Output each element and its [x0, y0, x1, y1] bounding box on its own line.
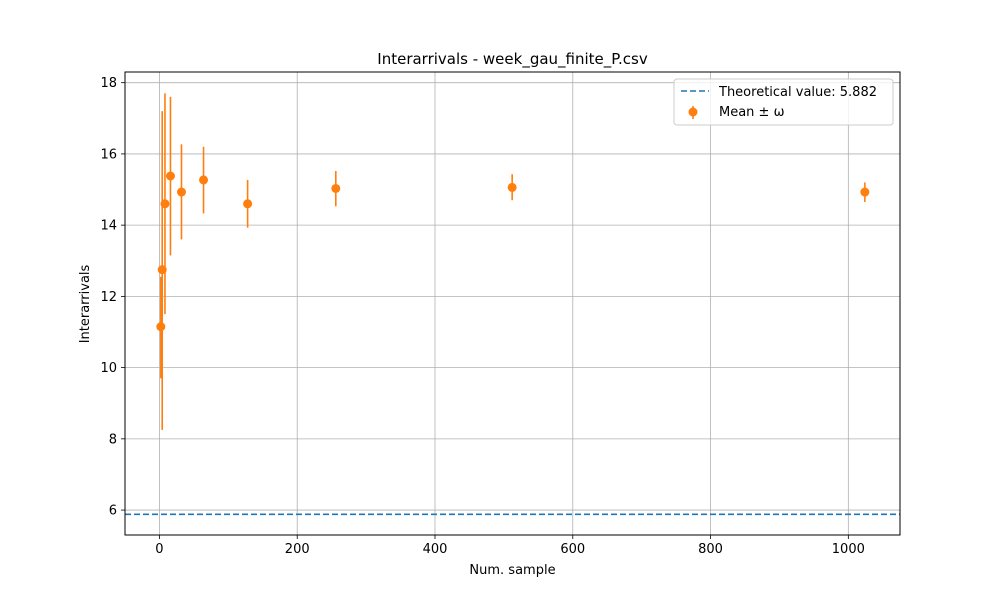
mean-point [860, 187, 870, 197]
x-tick-label: 800 [698, 542, 723, 557]
x-tick-label: 0 [155, 542, 163, 557]
legend-swatch-point [688, 107, 698, 117]
y-tick-label: 12 [100, 290, 117, 305]
mean-point [243, 199, 253, 209]
y-tick-label: 16 [100, 147, 117, 162]
grid [125, 72, 900, 535]
x-tick-label: 1000 [832, 542, 865, 557]
mean-point [165, 171, 175, 181]
mean-point [156, 322, 166, 332]
y-tick-label: 18 [100, 76, 117, 91]
mean-point [176, 187, 186, 197]
mean-point [331, 183, 341, 193]
legend-label-mean: Mean ± ω [719, 105, 784, 120]
x-axis-label: Num. sample [469, 563, 555, 578]
y-tick-label: 10 [100, 361, 117, 376]
x-tick-label: 400 [423, 542, 448, 557]
x-tick-label: 600 [560, 542, 585, 557]
plot-frame [124, 71, 901, 536]
mean-point [199, 175, 209, 185]
mean-point [160, 199, 170, 209]
axis-ticks: 0 200 400 600 800 1000 6 8 10 12 14 16 18 [100, 76, 864, 557]
y-tick-label: 8 [109, 432, 117, 447]
y-tick-label: 6 [109, 504, 117, 519]
mean-point [507, 182, 517, 192]
y-axis-label: Interarrivals [78, 264, 93, 343]
x-tick-label: 200 [285, 542, 310, 557]
y-tick-label: 14 [100, 219, 117, 234]
legend-label-theoretical: Theoretical value: 5.882 [718, 85, 877, 100]
legend: Theoretical value: 5.882 Mean ± ω [673, 78, 894, 126]
data-series [156, 93, 870, 430]
legend-box [673, 78, 894, 126]
chart-title: Interarrivals - week_gau_finite_P.csv [377, 50, 648, 69]
